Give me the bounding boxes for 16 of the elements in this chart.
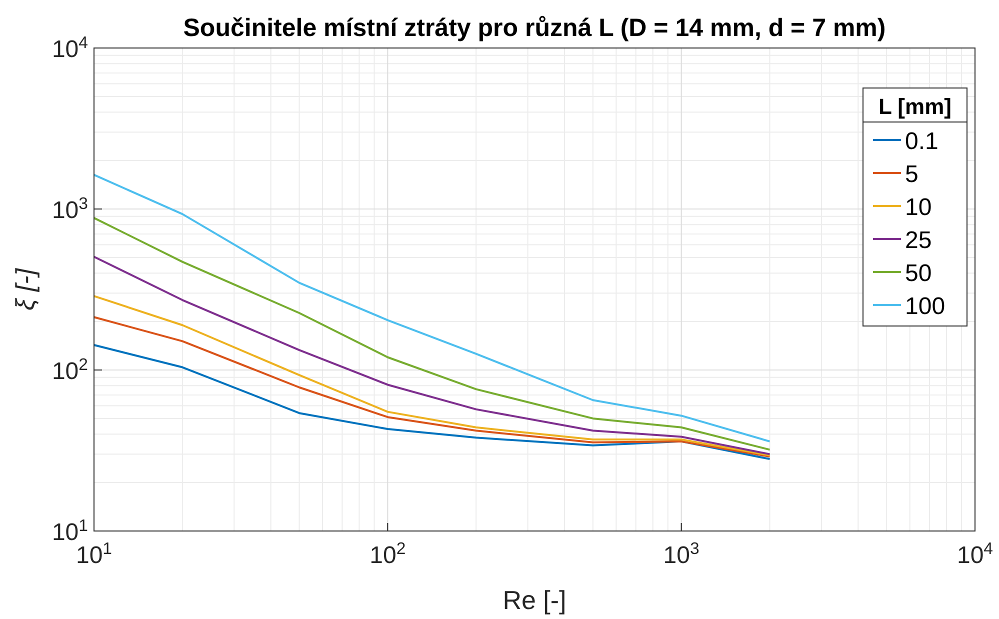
legend-label: 100 bbox=[905, 293, 946, 320]
chart-title: Součinitele místní ztráty pro různá L (D = 14 mm, d = 7 mm) bbox=[183, 14, 886, 42]
legend-label: 25 bbox=[905, 227, 932, 254]
y-tick-label: 10$^{4}$ bbox=[52, 32, 88, 63]
legend-label: 0.1 bbox=[905, 128, 938, 155]
legend-label: 5 bbox=[905, 161, 918, 188]
y-tick-label: 10$^{2}$ bbox=[52, 354, 88, 385]
y-tick-label: 10$^{3}$ bbox=[52, 194, 88, 224]
x-axis-title: Re [-] bbox=[502, 585, 566, 615]
legend-title: L [mm] bbox=[878, 94, 952, 119]
legend-label: 10 bbox=[905, 194, 932, 221]
x-tick-label: 10$^{4}$ bbox=[956, 538, 994, 569]
x-tick-label: 10$^{3}$ bbox=[663, 538, 700, 569]
legend-label: 50 bbox=[905, 260, 932, 287]
y-axis-title: ξ [-] bbox=[10, 268, 40, 310]
x-tick-label: 10$^{2}$ bbox=[370, 538, 406, 569]
